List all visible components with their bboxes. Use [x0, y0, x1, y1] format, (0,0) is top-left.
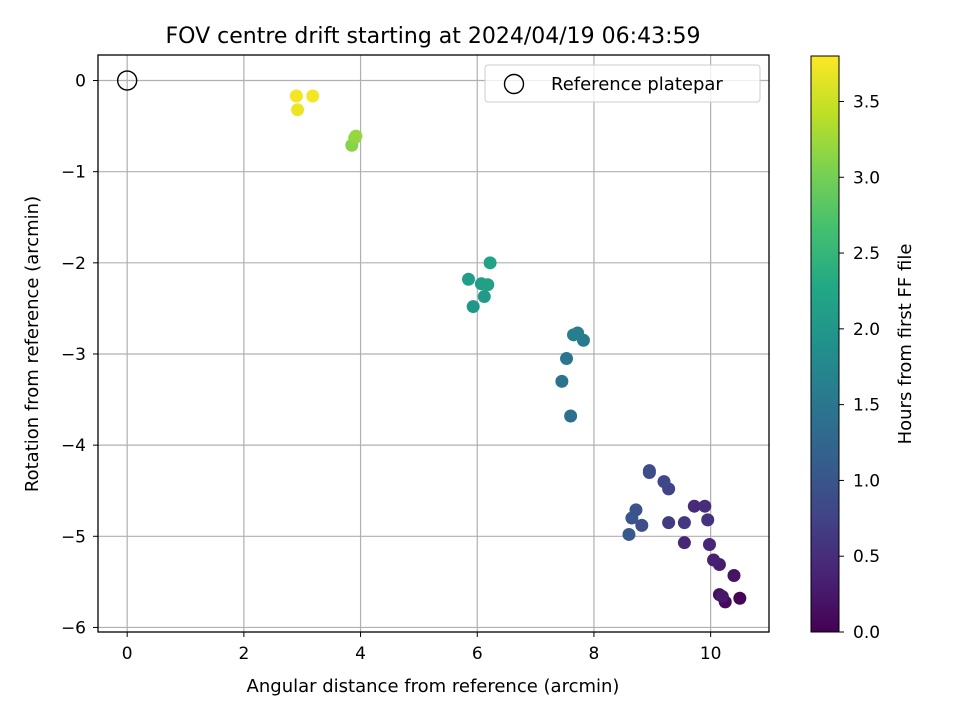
data-point-13 [662, 516, 676, 530]
legend-label-reference-platepar: Reference platepar [551, 74, 723, 95]
y-tick-label: −5 [61, 527, 86, 547]
data-point-7 [677, 536, 691, 550]
y-tick-label: −2 [61, 254, 86, 274]
colorbar-tick-label: 2.5 [853, 244, 880, 264]
x-tick-label: 0 [122, 644, 133, 664]
data-point-39 [306, 89, 320, 103]
data-point-18 [635, 518, 649, 532]
data-point-12 [677, 516, 691, 530]
data-point-11 [701, 513, 715, 527]
data-point-23 [555, 374, 569, 388]
y-tick-label: −6 [61, 618, 86, 638]
data-point-30 [462, 272, 476, 286]
data-point-17 [642, 464, 656, 478]
data-point-36 [349, 129, 363, 143]
x-tick-label: 8 [589, 644, 600, 664]
reference-platepar-marker [116, 70, 138, 91]
colorbar-tick-label: 2.0 [853, 320, 880, 340]
data-point-22 [564, 409, 578, 423]
y-tick-label: −1 [61, 163, 86, 183]
colorbar-label: Hours from first FF file [895, 244, 916, 445]
y-tick-label: −4 [61, 436, 86, 456]
grid [98, 55, 769, 632]
y-axis-label: Rotation from reference (arcmin) [22, 196, 43, 492]
x-tick-label: 4 [355, 644, 366, 664]
data-point-37 [291, 103, 305, 117]
data-point-15 [657, 475, 671, 489]
data-point-20 [625, 511, 639, 525]
data-point-8 [702, 537, 716, 551]
y-tick-label: −3 [61, 345, 86, 365]
colorbar-tick-label: 0.5 [853, 547, 880, 567]
data-point-24 [560, 352, 574, 366]
data-point-6 [707, 553, 721, 567]
data-point-10 [698, 499, 712, 513]
data-point-33 [483, 256, 497, 270]
data-point-29 [477, 290, 491, 304]
data-point-21 [622, 527, 636, 541]
colorbar-tick-label: 1.5 [853, 396, 880, 416]
colorbar [810, 55, 840, 633]
x-axis-label: Angular distance from reference (arcmin) [247, 676, 620, 697]
colorbar-tick-label: 3.0 [853, 168, 880, 188]
data-point-4 [715, 589, 729, 603]
legend-box [484, 64, 761, 103]
x-tick-label: 2 [238, 644, 249, 664]
x-tick-label: 6 [472, 644, 483, 664]
y-axis-ticks: 0 −1 −2 −3 −4 −5 −6 [61, 72, 98, 638]
y-tick-label: 0 [75, 72, 86, 92]
data-points [116, 70, 747, 609]
legend-marker-open-circle [503, 73, 525, 95]
legend: Reference platepar [484, 64, 761, 103]
data-point-28 [466, 300, 480, 314]
colorbar-tick-label: 3.5 [853, 92, 880, 112]
colorbar-ticks: 0.0 0.5 1.0 1.5 2.0 2.5 3.0 3.5 [839, 92, 880, 643]
x-axis-ticks: 0 2 4 6 8 10 [122, 632, 722, 664]
data-point-38 [289, 89, 303, 103]
data-point-32 [481, 278, 495, 292]
plot-frame [97, 54, 770, 633]
colorbar-tick-label: 1.0 [853, 471, 880, 491]
chart-title: FOV centre drift starting at 2024/04/19 … [166, 24, 701, 49]
data-point-27 [567, 328, 581, 342]
data-point-0 [733, 591, 747, 605]
colorbar-tick-label: 0.0 [853, 623, 880, 643]
data-point-9 [687, 499, 701, 513]
data-point-3 [727, 568, 741, 582]
x-tick-label: 10 [700, 644, 722, 664]
